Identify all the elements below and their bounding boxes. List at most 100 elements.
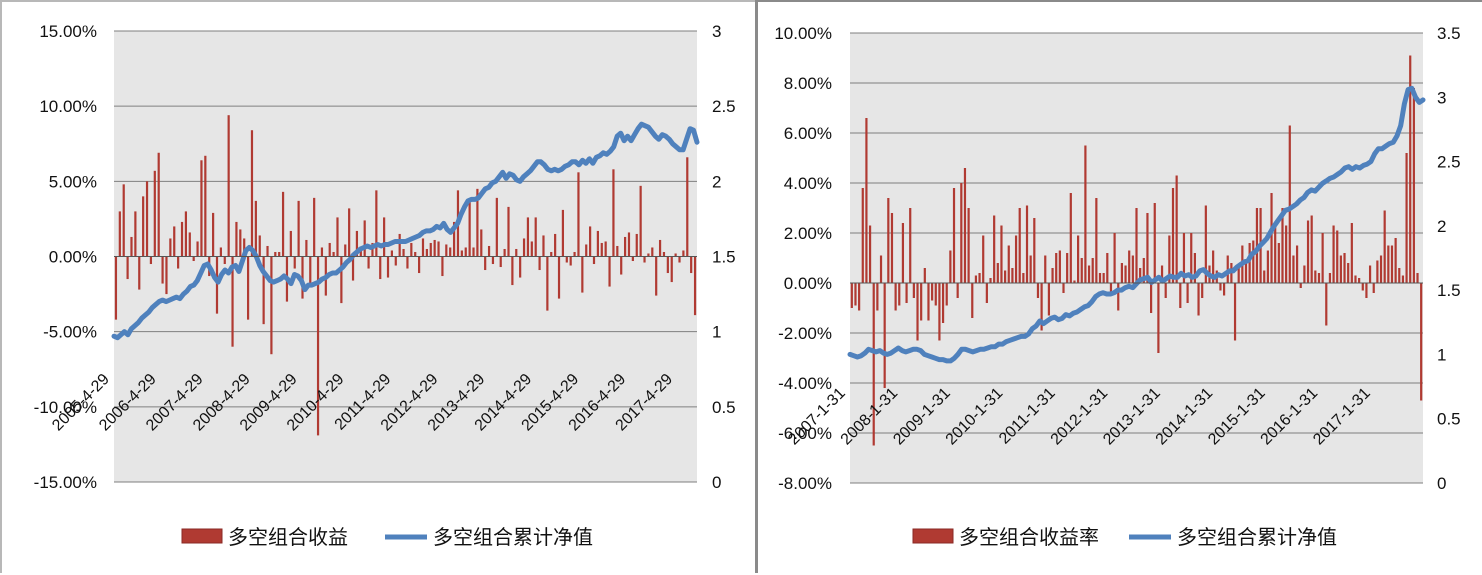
bar [931,283,934,301]
bar [219,247,222,257]
bar [184,211,188,257]
bar [909,208,912,283]
bar [1095,198,1098,283]
bar [138,256,141,290]
bar [223,256,226,265]
y-right-tick-label: 3 [712,22,721,41]
bar [449,247,452,257]
bar [122,184,125,257]
bar [487,245,491,257]
y-left-tick-label: -4.00% [778,374,832,393]
y-left-tick-label: -8.00% [778,474,832,493]
bar [996,263,999,283]
bar [246,256,250,320]
bar [941,283,945,323]
bar [1171,188,1175,283]
bar [515,248,518,257]
bar [472,247,475,257]
bar [1142,258,1145,283]
bar [1055,253,1058,283]
y-right-tick-label: 3 [1437,88,1446,107]
y-right-tick-label: 1 [1437,345,1446,364]
bar [305,239,308,257]
bar [351,256,355,281]
bar [1376,260,1379,283]
bar [336,217,339,257]
legend-bar-swatch [181,528,223,544]
bar [554,233,557,257]
bar [340,256,343,304]
bar [519,256,522,278]
bar [126,256,129,280]
bar [561,209,565,257]
bar [161,256,164,284]
bar [437,241,440,257]
bar [1339,255,1342,283]
bar [258,235,261,257]
bar [861,188,864,283]
bar [949,250,952,283]
bar [1044,255,1047,283]
bar [1164,283,1167,298]
bar [960,183,963,283]
bar [905,283,908,303]
bar [647,253,650,257]
bar [1139,268,1142,283]
bar [425,248,428,257]
bar [1336,230,1339,283]
bar [887,198,890,283]
bar [1204,205,1207,283]
bar [596,230,599,257]
bar [1066,253,1069,283]
bar [868,225,872,283]
bar [445,244,448,257]
bar [1325,283,1328,326]
bar [433,239,436,257]
bar [165,256,168,295]
y-right-tick-label: 2 [1437,217,1446,236]
bar [243,238,246,257]
bar [662,251,666,257]
y-left-tick-label: 8.00% [784,74,832,93]
bar [1157,283,1160,353]
y-left-tick-label: -15.00% [34,473,97,492]
bar [1004,270,1007,283]
bar [1350,223,1353,283]
bar [934,283,937,306]
bar [491,256,495,265]
y-left-tick-label: 0.00% [784,274,832,293]
bar [945,283,948,306]
bar [1328,273,1332,283]
bar [309,256,312,287]
bar [402,248,405,257]
bar [1106,253,1109,283]
bar [865,118,868,283]
bar [149,256,153,265]
bar [293,256,296,269]
bar [1288,125,1291,283]
legend-line-label: 多空组合累计净值 [1177,525,1337,549]
bar [1317,273,1321,283]
bar [1117,283,1120,311]
chart-left: 15.00% 10.00% 5.00% 0.00% -5.00% -10.00% -15.0… [34,22,736,549]
bar [1233,283,1237,341]
y-left-tick-label: -2.00% [778,324,832,343]
bar [507,206,510,257]
bar [989,278,992,283]
y-left-tick-label: -10.00% [34,398,97,417]
bar [313,197,316,257]
bar [1018,208,1021,283]
bar [1128,250,1131,283]
bar [1222,283,1226,296]
y-left-tick-label: -5.00% [43,323,97,342]
bar [1219,283,1222,291]
bar [460,250,463,257]
bar [328,242,331,257]
bar [670,256,673,283]
bar [153,170,156,257]
bar [169,238,172,257]
bar [480,229,483,257]
bar [386,256,390,278]
bar [344,244,347,257]
bar [212,212,215,257]
